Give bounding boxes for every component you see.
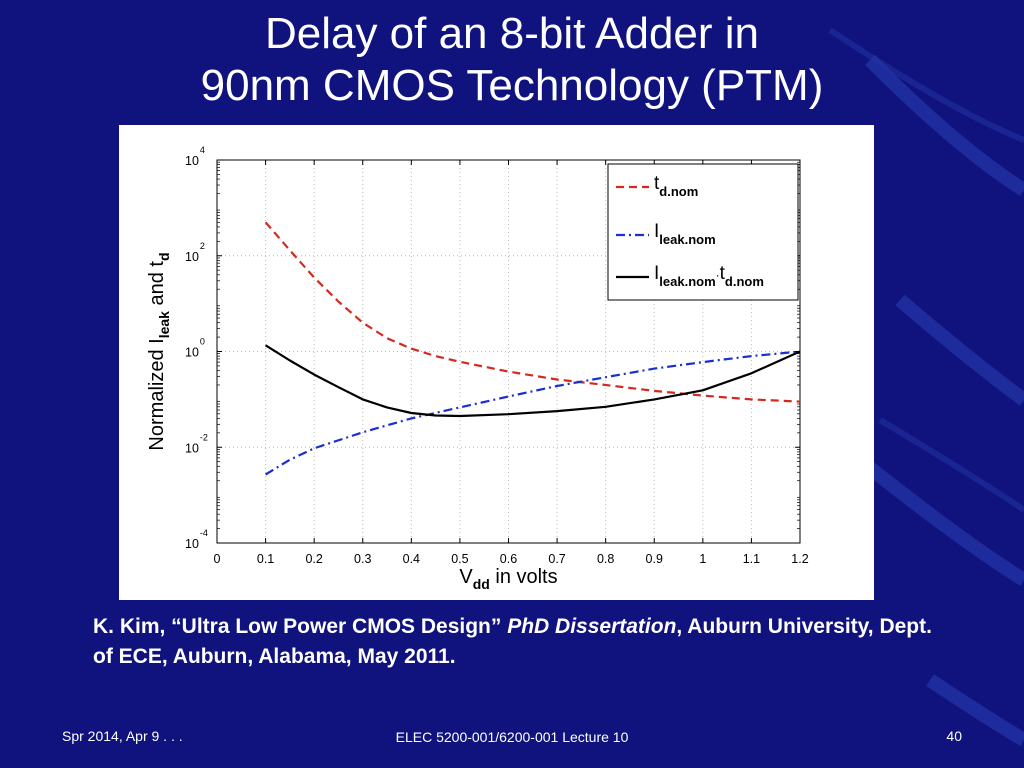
x-tick-label: 0.5 xyxy=(451,552,468,566)
y-tick-base: 10 xyxy=(185,441,199,455)
legend-main2: t xyxy=(720,263,726,284)
legend-main: I xyxy=(654,263,659,284)
legend-sub: d.nom xyxy=(659,184,698,199)
y-tick-base: 10 xyxy=(185,346,199,360)
x-tick-label: 0.1 xyxy=(257,552,274,566)
y-tick-exponent: -2 xyxy=(200,432,208,442)
legend-sub: leak.nom xyxy=(659,274,715,289)
x-axis-label: Vdd in volts xyxy=(459,566,557,592)
y-tick-exponent: -4 xyxy=(200,528,208,538)
footer-date: Spr 2014, Apr 9 . . . xyxy=(62,728,183,744)
x-tick-label: 0.3 xyxy=(354,552,371,566)
x-tick-label: 0.8 xyxy=(597,552,614,566)
x-tick-label: 0.6 xyxy=(500,552,517,566)
y-axis-label-mid: and t xyxy=(146,261,168,311)
x-tick-label: 0.2 xyxy=(305,552,322,566)
legend-sub: leak.nom xyxy=(659,232,715,247)
y-axis-label: Normalized Ileak and td xyxy=(146,252,172,450)
legend-label-1: Ileak.nom xyxy=(654,221,716,247)
legend-label-0: td.nom xyxy=(654,173,698,199)
x-axis-label-rest: in volts xyxy=(490,566,558,588)
title-line-1: Delay of an 8-bit Adder in xyxy=(264,9,760,58)
x-axis-label-main: V xyxy=(459,566,473,588)
y-tick-base: 10 xyxy=(185,250,199,264)
x-tick-label: 1.2 xyxy=(791,552,808,566)
chart-figure: 0 0.1 0.2 0.3 0.4 0.5 0.6 0.7 0.8 0.9 1 1.1 1.2 104 10… xyxy=(119,125,874,600)
citation: K. Kim, “Ultra Low Power CMOS Design” Ph… xyxy=(93,612,953,672)
citation-part-1: K. Kim, “Ultra Low Power CMOS Design” xyxy=(93,615,508,638)
x-tick-label: 0.9 xyxy=(646,552,663,566)
y-tick-exponent: 4 xyxy=(200,145,205,155)
title-line-2: 90nm CMOS Technology (PTM) xyxy=(200,61,824,110)
y-tick-label: 10-2 xyxy=(185,432,208,455)
legend-label-2: Ileak.nom·td.nom xyxy=(654,263,764,289)
citation-part-2: , Auburn University, Dept. of ECE, Aubur… xyxy=(93,615,932,668)
legend-sub2: d.nom xyxy=(725,274,764,289)
slide-title: Delay of an 8-bit Adder in 90nm CMOS Tec… xyxy=(0,8,1024,112)
y-axis-label-prefix: Normalized I xyxy=(146,338,168,450)
x-axis-label-sub: dd xyxy=(473,576,490,592)
y-tick-exponent: 0 xyxy=(200,337,205,347)
x-tick-label: 1.1 xyxy=(743,552,760,566)
legend-main: t xyxy=(654,173,660,194)
x-tick-label: 0 xyxy=(214,552,221,566)
y-tick-label: 104 xyxy=(185,145,205,168)
legend-main: I xyxy=(654,221,659,242)
y-tick-label: 10-4 xyxy=(185,528,208,551)
legend-dot: · xyxy=(716,268,720,282)
y-tick-label: 100 xyxy=(185,337,205,360)
footer-page-number: 40 xyxy=(946,728,962,744)
citation-italic: PhD Dissertation xyxy=(507,615,677,638)
y-tick-base: 10 xyxy=(185,154,199,168)
y-axis-label-sub2: d xyxy=(156,252,172,261)
x-tick-label: 0.7 xyxy=(548,552,565,566)
footer-course: ELEC 5200-001/6200-001 Lecture 10 xyxy=(395,729,629,745)
chart-svg: 0 0.1 0.2 0.3 0.4 0.5 0.6 0.7 0.8 0.9 1 1.1 1.210410… xyxy=(146,145,809,592)
x-tick-label: 0.4 xyxy=(403,552,420,566)
y-tick-exponent: 2 xyxy=(200,241,205,251)
y-tick-label: 102 xyxy=(185,241,205,264)
series-line-2 xyxy=(265,344,801,418)
y-tick-base: 10 xyxy=(185,537,199,551)
x-tick-label: 1 xyxy=(699,552,706,566)
y-axis-label-sub1: leak xyxy=(156,311,172,338)
